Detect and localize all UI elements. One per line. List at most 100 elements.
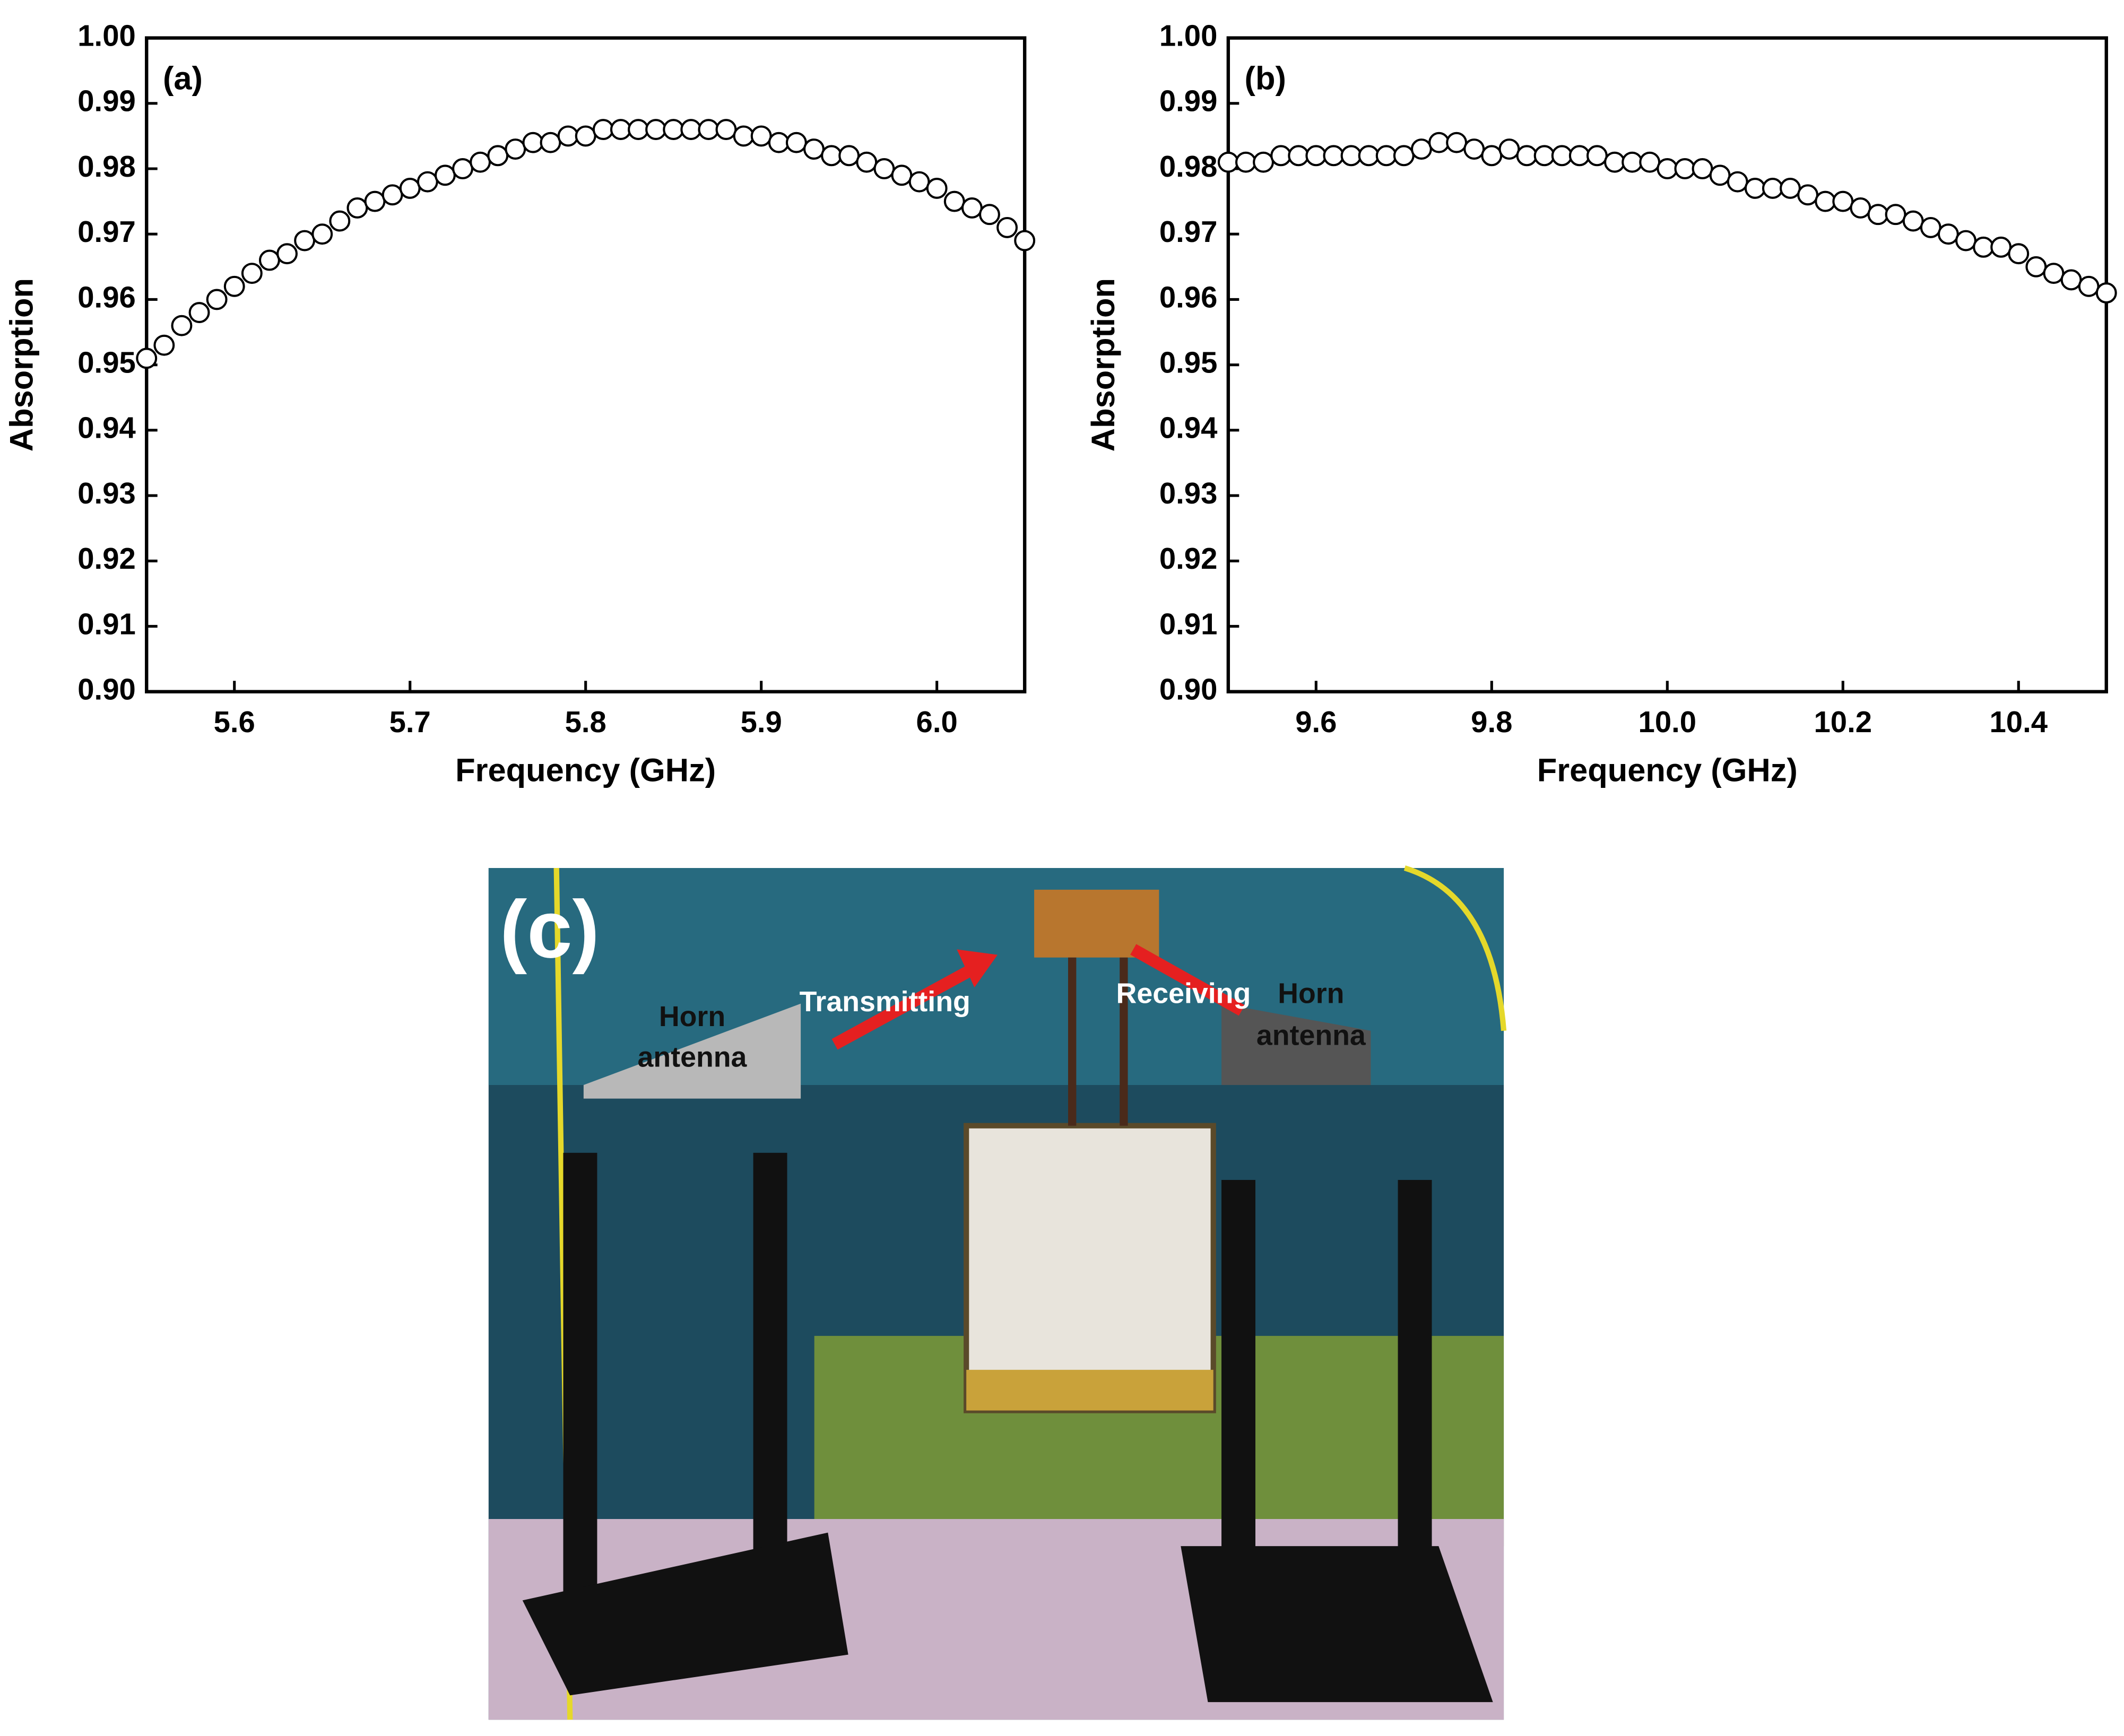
leg	[563, 1152, 597, 1642]
data-point	[258, 249, 280, 271]
data-point	[2043, 263, 2065, 284]
data-point	[680, 119, 702, 141]
data-point	[470, 151, 491, 173]
photo-label: antenna	[1256, 1020, 1366, 1052]
data-point	[188, 302, 210, 324]
data-point	[399, 178, 421, 199]
data-point	[329, 210, 351, 232]
data-point	[1692, 158, 1713, 179]
data-point	[610, 119, 631, 141]
x-tick-label: 5.7	[389, 705, 431, 739]
data-point	[1762, 178, 1783, 199]
data-point	[1727, 171, 1748, 193]
y-tick-label: 0.95	[77, 346, 136, 379]
data-point	[1533, 145, 1555, 167]
sample-box	[964, 1123, 1216, 1413]
y-tick-label: 1.00	[77, 19, 136, 52]
y-tick-label: 1.00	[1159, 19, 1218, 52]
x-axis-title: Frequency (GHz)	[1537, 752, 1798, 788]
data-point	[1393, 145, 1415, 167]
data-point	[2008, 243, 2030, 265]
data-point	[1815, 190, 1836, 212]
data-point	[821, 145, 843, 167]
photo-label: Horn	[1278, 977, 1344, 1009]
data-point	[1885, 204, 1906, 225]
data-point	[1551, 145, 1573, 167]
data-point	[1498, 138, 1520, 160]
data-point	[1375, 145, 1397, 167]
data-point	[856, 151, 878, 173]
leg	[1398, 1179, 1432, 1587]
data-point	[1270, 145, 1292, 167]
data-point	[803, 138, 825, 160]
data-point	[311, 223, 333, 245]
data-point	[2060, 269, 2082, 291]
data-point	[1657, 158, 1678, 179]
y-tick-label: 0.90	[77, 673, 136, 706]
x-tick-label: 10.4	[1989, 705, 2048, 739]
base	[1181, 1546, 1493, 1703]
data-point	[873, 158, 895, 179]
photo-label: Receiving	[1116, 977, 1251, 1009]
data-point	[2095, 282, 2117, 304]
data-point	[1410, 138, 1432, 160]
y-tick-label: 0.98	[1159, 150, 1218, 183]
y-axis-title: Absorption	[3, 278, 40, 452]
x-tick-label: 5.6	[214, 705, 255, 739]
data-point	[1358, 145, 1380, 167]
y-tick-label: 0.94	[1159, 411, 1218, 445]
data-point	[1481, 145, 1503, 167]
data-point	[645, 119, 667, 141]
data-point	[979, 204, 1000, 225]
data-point	[1639, 151, 1661, 173]
data-point	[153, 334, 175, 356]
x-tick-label: 6.0	[916, 705, 958, 739]
y-tick-label: 0.96	[77, 280, 136, 314]
data-point	[505, 138, 526, 160]
data-point	[417, 171, 438, 193]
data-point	[891, 164, 913, 186]
data-point	[1832, 190, 1854, 212]
data-point	[1288, 145, 1310, 167]
data-point	[1902, 210, 1924, 232]
data-point	[1428, 132, 1450, 153]
data-point	[241, 263, 263, 284]
y-tick-label: 0.93	[77, 476, 136, 510]
box-base	[966, 1369, 1213, 1411]
data-point	[575, 125, 596, 147]
panel-label: (b)	[1245, 60, 1286, 97]
y-tick-label: 0.92	[1159, 542, 1218, 575]
data-point	[1797, 184, 1819, 206]
y-tick-label: 0.95	[1159, 346, 1218, 379]
data-point	[926, 178, 948, 199]
data-point	[698, 119, 719, 141]
x-tick-label: 5.8	[565, 705, 606, 739]
data-point	[663, 119, 684, 141]
photo: (c) Horn antenna Transmitting Receiving …	[488, 865, 1507, 1720]
x-tick-label: 9.6	[1295, 705, 1337, 739]
data-point	[628, 119, 649, 141]
data-point	[1568, 145, 1590, 167]
data-point	[1340, 145, 1362, 167]
data-point	[276, 243, 298, 265]
data-point	[750, 125, 772, 147]
y-axis-title: Absorption	[1085, 278, 1122, 452]
data-point	[1305, 145, 1327, 167]
horn-antenna	[583, 1003, 801, 1099]
photo-label: Horn	[659, 1001, 725, 1032]
data-point	[943, 190, 965, 212]
data-point	[382, 184, 403, 206]
data-point	[996, 216, 1018, 238]
y-tick-label: 0.98	[77, 150, 136, 183]
cable	[1403, 865, 1507, 1031]
data-point	[1920, 216, 1941, 238]
data-point	[908, 171, 930, 193]
data-point	[1235, 151, 1256, 173]
panel-label: (c)	[500, 883, 600, 975]
data-point	[715, 119, 737, 141]
x-tick-label: 10.2	[1814, 705, 1872, 739]
data-point	[434, 164, 456, 186]
data-point	[2025, 256, 2047, 277]
